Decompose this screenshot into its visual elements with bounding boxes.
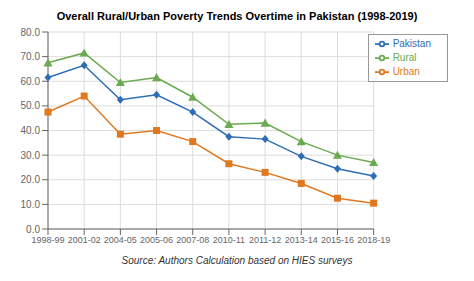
svg-text:10.0: 10.0 bbox=[21, 199, 41, 210]
svg-text:70.0: 70.0 bbox=[21, 51, 41, 62]
svg-text:2018-19: 2018-19 bbox=[357, 235, 390, 245]
svg-text:2005-06: 2005-06 bbox=[140, 235, 173, 245]
html-text:Urban: Urban bbox=[392, 65, 420, 77]
svg-text:2013-14: 2013-14 bbox=[285, 235, 318, 245]
html-text:Pakistan: Pakistan bbox=[392, 37, 431, 49]
svg-text:60.0: 60.0 bbox=[21, 76, 41, 87]
svg-text:2010-11: 2010-11 bbox=[213, 235, 245, 245]
svg-text:80.0: 80.0 bbox=[21, 27, 41, 38]
svg-text:2007-08: 2007-08 bbox=[176, 235, 209, 245]
svg-text:1998-99: 1998-99 bbox=[31, 235, 64, 245]
html-text:Rural: Rural bbox=[392, 51, 417, 63]
svg-text:40.0: 40.0 bbox=[21, 125, 41, 136]
svg-text:0.0: 0.0 bbox=[26, 224, 40, 235]
svg-text:30.0: 30.0 bbox=[21, 150, 41, 161]
svg-text:2015-16: 2015-16 bbox=[321, 235, 354, 245]
svg-text:2004-05: 2004-05 bbox=[104, 235, 137, 245]
html-text:Overall Rural/Urban Poverty Tr: Overall Rural/Urban Poverty Trends Overt… bbox=[56, 10, 418, 22]
svg-text:2001-02: 2001-02 bbox=[68, 235, 101, 245]
html-text:Source: Authors Calculation ba: Source: Authors Calculation based on HIE… bbox=[121, 255, 353, 266]
svg-text:20.0: 20.0 bbox=[21, 174, 41, 185]
svg-text:50.0: 50.0 bbox=[21, 100, 41, 111]
svg-text:2011-12: 2011-12 bbox=[249, 235, 281, 245]
